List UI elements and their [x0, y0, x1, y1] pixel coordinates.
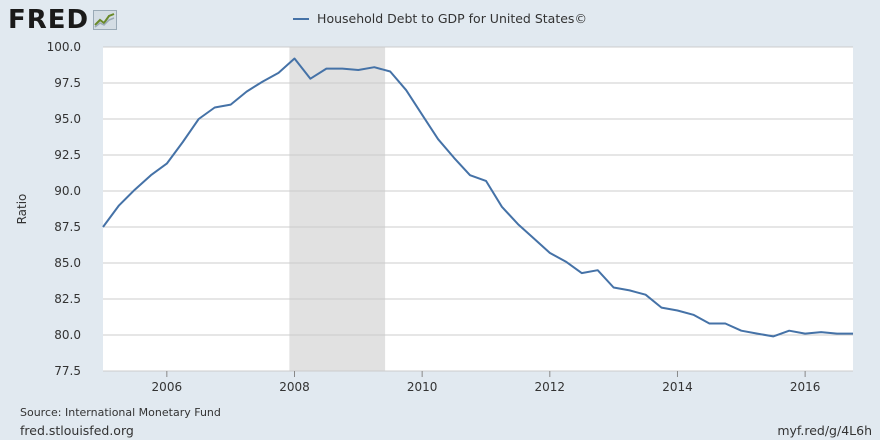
y-axis-title: Ratio — [15, 194, 29, 225]
y-tick-label: 100.0 — [47, 40, 81, 54]
series-points — [102, 58, 854, 337]
y-tick-label: 92.5 — [54, 148, 81, 162]
y-tick-label: 77.5 — [54, 364, 81, 378]
y-tick-label: 82.5 — [54, 292, 81, 306]
grid-layer — [103, 46, 853, 372]
site-link[interactable]: fred.stlouisfed.org — [20, 423, 134, 438]
x-tick-label: 2010 — [407, 380, 438, 394]
x-tick-label: 2016 — [790, 380, 821, 394]
source-note: Source: International Monetary Fund — [20, 406, 221, 419]
recession-layer — [289, 47, 386, 371]
trend-graph-icon — [93, 10, 118, 30]
y-tick-label: 85.0 — [54, 256, 81, 270]
short-url-link[interactable]: myf.red/g/4L6h — [777, 423, 872, 438]
y-tick-label: 90.0 — [54, 184, 81, 198]
x-tick-label: 2006 — [152, 380, 183, 394]
logo-text: FRED — [8, 5, 90, 35]
x-tick-label: 2008 — [279, 380, 310, 394]
legend-label: Household Debt to GDP for United States© — [317, 11, 587, 26]
y-tick-label: 80.0 — [54, 328, 81, 342]
plot-area — [103, 47, 853, 371]
legend[interactable]: Household Debt to GDP for United States© — [0, 11, 880, 26]
y-tick-label: 87.5 — [54, 220, 81, 234]
recession-shade — [289, 47, 386, 371]
x-axis: 2006 2008 2010 2012 2014 2016 — [152, 371, 821, 394]
y-tick-label: 97.5 — [54, 76, 81, 90]
series-line[interactable] — [102, 57, 853, 338]
legend-swatch — [293, 17, 310, 20]
x-tick-label: 2012 — [535, 380, 566, 394]
fred-logo[interactable]: FRED — [8, 5, 118, 35]
y-tick-label: 95.0 — [54, 112, 81, 126]
y-axis: 77.5 80.0 82.5 85.0 87.5 90.0 92.5 95.0 97.5 100.… — [47, 40, 81, 378]
x-tick-label: 2014 — [662, 380, 693, 394]
